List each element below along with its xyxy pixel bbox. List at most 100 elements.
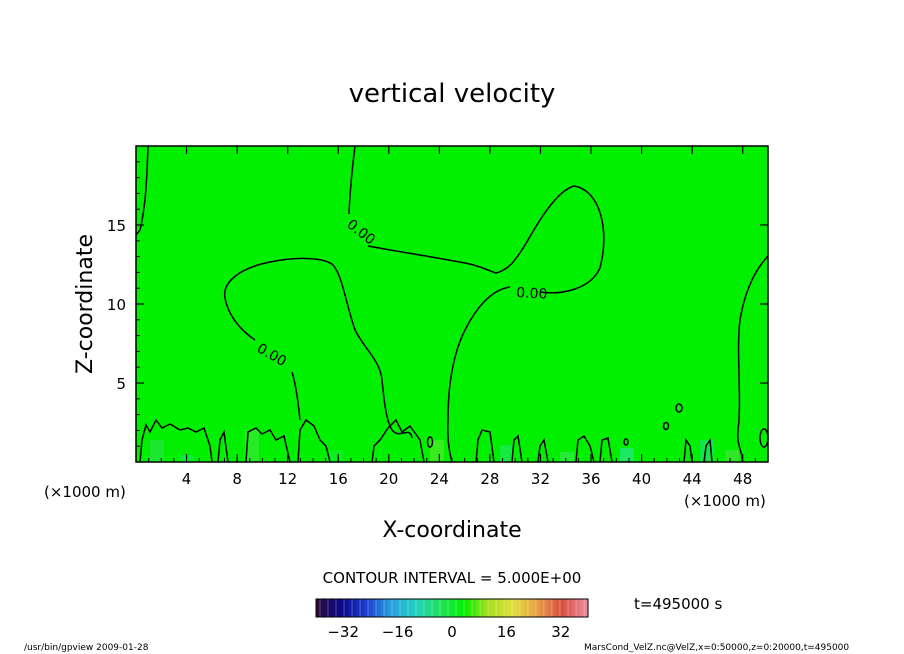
y-axis-label: Z-coordinate bbox=[73, 234, 98, 374]
colorbar-segment bbox=[332, 599, 337, 617]
footer-left: /usr/bin/gpview 2009-01-28 bbox=[24, 643, 149, 653]
velocity-patch bbox=[245, 430, 259, 462]
x-tick-label: 12 bbox=[278, 470, 297, 488]
colorbar-segment bbox=[448, 599, 453, 617]
colorbar-segment bbox=[364, 599, 369, 617]
colorbar-segment bbox=[320, 599, 325, 617]
y-tick-label: 15 bbox=[107, 217, 126, 235]
colorbar-tick-label: 32 bbox=[551, 623, 570, 641]
colorbar-segment bbox=[376, 599, 381, 617]
chart-title: vertical velocity bbox=[349, 79, 556, 109]
x-tick-label: 8 bbox=[232, 470, 242, 488]
colorbar-segment bbox=[544, 599, 549, 617]
colorbar-segment bbox=[536, 599, 541, 617]
y-axis-ticks: 5 10 15 bbox=[107, 161, 768, 447]
colorbar-ticks: −32 −16 0 16 32 bbox=[327, 623, 570, 641]
colorbar-segment bbox=[564, 599, 569, 617]
contour-island bbox=[426, 436, 434, 448]
colorbar-segment bbox=[412, 599, 417, 617]
x-tick-label: 16 bbox=[329, 470, 348, 488]
x-tick-label: 36 bbox=[581, 470, 600, 488]
x-unit-right: (×1000 m) bbox=[684, 492, 766, 510]
x-unit-left: (×1000 m) bbox=[44, 483, 126, 501]
colorbar-segment bbox=[324, 599, 329, 617]
contour-label: 0.00 bbox=[516, 285, 548, 303]
x-tick-label: 40 bbox=[632, 470, 651, 488]
x-axis-label: X-coordinate bbox=[382, 518, 521, 543]
colorbar-frame bbox=[315, 598, 589, 618]
colorbar-segment bbox=[472, 599, 477, 617]
colorbar bbox=[316, 599, 589, 617]
velocity-patch bbox=[500, 445, 514, 462]
colorbar-segment bbox=[524, 599, 529, 617]
colorbar-segment bbox=[432, 599, 437, 617]
colorbar-segment bbox=[500, 599, 505, 617]
contour-island bbox=[662, 421, 670, 431]
velocity-patch bbox=[330, 450, 344, 462]
colorbar-segment bbox=[436, 599, 441, 617]
colorbar-segment bbox=[548, 599, 553, 617]
velocity-patch bbox=[560, 452, 574, 462]
colorbar-segment bbox=[568, 599, 573, 617]
colorbar-segment bbox=[348, 599, 353, 617]
x-tick-label: 24 bbox=[430, 470, 449, 488]
contour-line-main bbox=[291, 371, 301, 421]
footer-right: MarsCond_VelZ.nc@VelZ,x=0:50000,z=0:2000… bbox=[584, 643, 849, 653]
colorbar-segment bbox=[372, 599, 377, 617]
colorbar-segment bbox=[440, 599, 445, 617]
colorbar-segment bbox=[360, 599, 365, 617]
colorbar-segment bbox=[464, 599, 469, 617]
x-tick-label: 4 bbox=[182, 470, 192, 488]
colorbar-segment bbox=[392, 599, 397, 617]
colorbar-tick-label: 16 bbox=[497, 623, 516, 641]
colorbar-segment bbox=[400, 599, 405, 617]
colorbar-segment bbox=[340, 599, 345, 617]
colorbar-segment bbox=[416, 599, 421, 617]
contour-ground-wiggles bbox=[139, 418, 713, 463]
colorbar-segment bbox=[576, 599, 581, 617]
colorbar-segment bbox=[420, 599, 425, 617]
x-axis-ticks: 4 8 12 16 20 24 28 32 36 40 44 48 bbox=[148, 146, 756, 488]
colorbar-segment bbox=[516, 599, 521, 617]
contour-island bbox=[623, 438, 629, 446]
colorbar-segment bbox=[336, 599, 341, 617]
x-tick-label: 32 bbox=[531, 470, 550, 488]
colorbar-segment bbox=[316, 599, 321, 617]
colorbar-segment bbox=[452, 599, 457, 617]
colorbar-tick-label: −32 bbox=[327, 623, 359, 641]
colorbar-segment bbox=[476, 599, 481, 617]
colorbar-segment bbox=[484, 599, 489, 617]
y-tick-label: 10 bbox=[107, 296, 126, 314]
x-tick-label: 48 bbox=[733, 470, 752, 488]
colorbar-segment bbox=[380, 599, 385, 617]
colorbar-segment bbox=[396, 599, 401, 617]
contour-line-main bbox=[367, 185, 605, 294]
contour-line-main bbox=[224, 257, 413, 439]
colorbar-segment bbox=[552, 599, 557, 617]
colorbar-segment bbox=[492, 599, 497, 617]
colorbar-segment bbox=[328, 599, 333, 617]
colorbar-segment bbox=[496, 599, 501, 617]
colorbar-segment bbox=[468, 599, 473, 617]
velocity-patch bbox=[150, 440, 164, 462]
zero-contours bbox=[135, 145, 769, 463]
colorbar-segment bbox=[580, 599, 585, 617]
colorbar-segment bbox=[456, 599, 461, 617]
colorbar-tick-label: 0 bbox=[447, 623, 457, 641]
colorbar-tick-label: −16 bbox=[382, 623, 414, 641]
colorbar-segment bbox=[512, 599, 517, 617]
colorbar-segment bbox=[356, 599, 361, 617]
colorbar-segment bbox=[572, 599, 577, 617]
colorbar-segment bbox=[408, 599, 413, 617]
y-tick-label: 5 bbox=[116, 375, 126, 393]
colorbar-segment bbox=[584, 599, 589, 617]
velocity-patch bbox=[620, 448, 634, 462]
colorbar-segment bbox=[352, 599, 357, 617]
contour-line-main bbox=[348, 145, 356, 215]
colorbar-segment bbox=[528, 599, 533, 617]
contour-line-main bbox=[447, 286, 511, 463]
colorbar-segment bbox=[424, 599, 429, 617]
colorbar-segment bbox=[460, 599, 465, 617]
colorbar-segment bbox=[384, 599, 389, 617]
